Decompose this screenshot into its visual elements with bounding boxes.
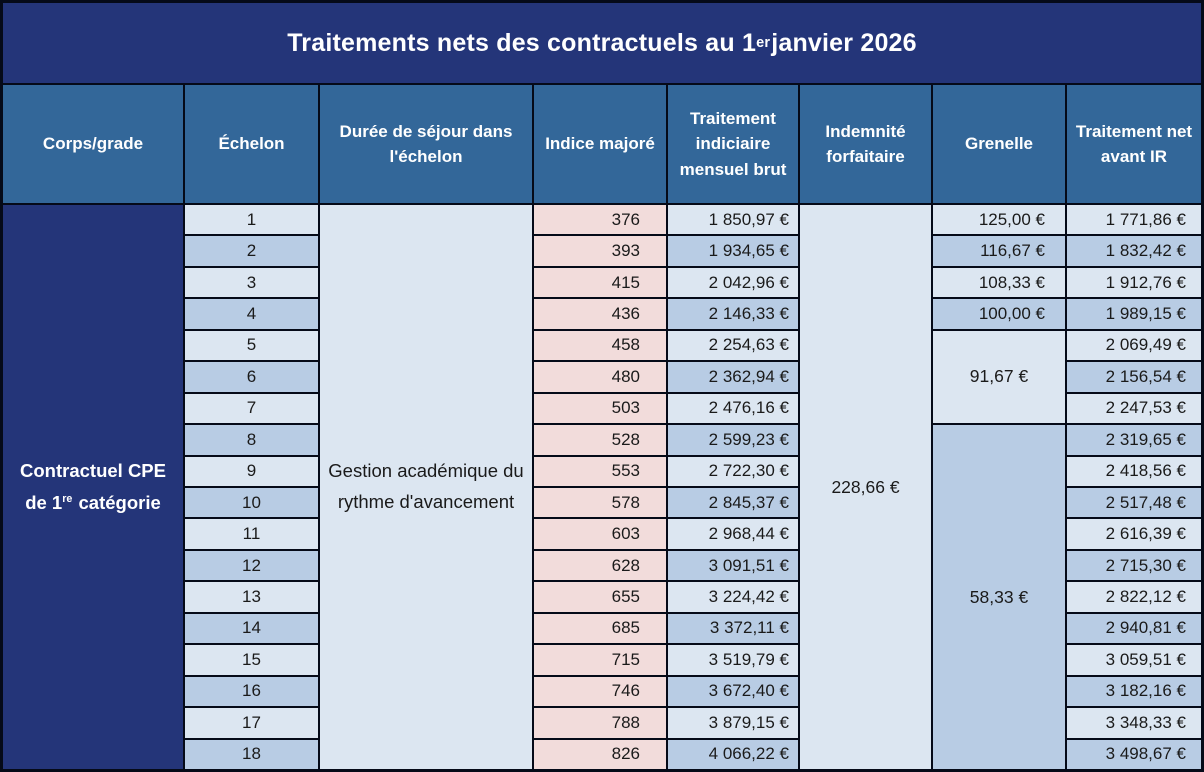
table-title-suffix: janvier 2026	[771, 28, 917, 57]
grenelle-cell: 108,33 €	[933, 267, 1065, 298]
brut-cell: 1 850,97 €	[668, 205, 798, 235]
table-title-text: Traitements nets des contractuels au 1	[287, 28, 757, 57]
brut-cell: 2 722,30 €	[668, 456, 798, 486]
echelon-cell: 9	[185, 456, 318, 486]
net-cell: 1 771,86 €	[1067, 205, 1201, 235]
brut-cell: 3 372,11 €	[668, 613, 798, 644]
grenelle-merged-echelons-5-7: 91,67 €	[933, 330, 1065, 424]
indice-cell: 746	[534, 676, 666, 707]
brut-cell: 4 066,22 €	[668, 739, 798, 769]
net-cell: 2 156,54 €	[1067, 362, 1201, 392]
indemnite-forfaitaire-cell: 228,66 €	[800, 205, 931, 769]
indice-cell: 826	[534, 739, 666, 769]
header-indemnite: Indemnité forfaitaire	[800, 85, 931, 203]
indice-cell: 628	[534, 550, 666, 581]
header-duree-sejour: Durée de séjour dans l'échelon	[320, 85, 532, 203]
indice-cell: 436	[534, 299, 666, 329]
indice-cell: 393	[534, 236, 666, 266]
brut-cell: 2 254,63 €	[668, 330, 798, 361]
net-cell: 2 940,81 €	[1067, 613, 1201, 644]
echelon-cell: 8	[185, 425, 318, 455]
echelon-cell: 7	[185, 393, 318, 424]
header-grenelle: Grenelle	[933, 85, 1065, 203]
header-indice-majore: Indice majoré	[534, 85, 666, 203]
table-title: Traitements nets des contractuels au 1 er…	[3, 3, 1201, 83]
indice-cell: 715	[534, 645, 666, 675]
net-cell: 2 069,49 €	[1067, 330, 1201, 361]
net-cell: 2 517,48 €	[1067, 488, 1201, 518]
echelon-cell: 16	[185, 676, 318, 707]
indice-cell: 578	[534, 488, 666, 518]
brut-cell: 2 476,16 €	[668, 393, 798, 424]
net-cell: 2 319,65 €	[1067, 425, 1201, 455]
echelon-cell: 6	[185, 362, 318, 392]
echelon-cell: 10	[185, 488, 318, 518]
brut-cell: 2 362,94 €	[668, 362, 798, 392]
brut-cell: 2 845,37 €	[668, 488, 798, 518]
brut-cell: 3 879,15 €	[668, 708, 798, 738]
duree-sejour-cell: Gestion académique du rythme d'avancemen…	[320, 205, 532, 769]
indice-cell: 503	[534, 393, 666, 424]
net-cell: 2 247,53 €	[1067, 393, 1201, 424]
indice-cell: 655	[534, 582, 666, 612]
echelon-cell: 17	[185, 708, 318, 738]
net-cell: 3 498,67 €	[1067, 739, 1201, 769]
echelon-cell: 18	[185, 739, 318, 769]
indice-cell: 685	[534, 613, 666, 644]
echelon-cell: 14	[185, 613, 318, 644]
indice-cell: 480	[534, 362, 666, 392]
indice-cell: 376	[534, 205, 666, 235]
grenelle-cell: 100,00 €	[933, 299, 1065, 329]
brut-cell: 2 042,96 €	[668, 267, 798, 298]
header-traitement-net: Traitement net avant IR	[1067, 85, 1201, 203]
brut-cell: 2 146,33 €	[668, 299, 798, 329]
echelon-cell: 13	[185, 582, 318, 612]
echelon-cell: 12	[185, 550, 318, 581]
brut-cell: 3 519,79 €	[668, 645, 798, 675]
indice-cell: 603	[534, 519, 666, 549]
grenelle-merged-echelons-8-18: 58,33 €	[933, 425, 1065, 769]
indice-cell: 788	[534, 708, 666, 738]
indice-cell: 553	[534, 456, 666, 486]
echelon-cell: 15	[185, 645, 318, 675]
corps-superscript: re	[62, 492, 73, 505]
net-cell: 1 989,15 €	[1067, 299, 1201, 329]
brut-cell: 2 968,44 €	[668, 519, 798, 549]
indice-cell: 528	[534, 425, 666, 455]
corps-line2: de 1re catégorie	[25, 492, 161, 513]
net-cell: 1 832,42 €	[1067, 236, 1201, 266]
header-traitement-brut: Traitement indiciaire mensuel brut	[668, 85, 798, 203]
echelon-cell: 11	[185, 519, 318, 549]
grenelle-cell: 125,00 €	[933, 205, 1065, 235]
brut-cell: 3 672,40 €	[668, 676, 798, 707]
net-cell: 3 059,51 €	[1067, 645, 1201, 675]
echelon-cell: 2	[185, 236, 318, 266]
net-cell: 2 822,12 €	[1067, 582, 1201, 612]
echelon-cell: 4	[185, 299, 318, 329]
indice-cell: 458	[534, 330, 666, 361]
brut-cell: 3 224,42 €	[668, 582, 798, 612]
net-cell: 2 616,39 €	[1067, 519, 1201, 549]
net-cell: 1 912,76 €	[1067, 267, 1201, 298]
net-cell: 2 418,56 €	[1067, 456, 1201, 486]
echelon-cell: 3	[185, 267, 318, 298]
header-echelon: Échelon	[185, 85, 318, 203]
net-cell: 2 715,30 €	[1067, 550, 1201, 581]
net-cell: 3 182,16 €	[1067, 676, 1201, 707]
brut-cell: 1 934,65 €	[668, 236, 798, 266]
grenelle-cell: 116,67 €	[933, 236, 1065, 266]
echelon-cell: 1	[185, 205, 318, 235]
brut-cell: 2 599,23 €	[668, 425, 798, 455]
corps-grade-cell: Contractuel CPE de 1re catégorie	[3, 205, 183, 769]
net-cell: 3 348,33 €	[1067, 708, 1201, 738]
header-corps-grade: Corps/grade	[3, 85, 183, 203]
corps-line1: Contractuel CPE	[20, 459, 166, 481]
indice-cell: 415	[534, 267, 666, 298]
brut-cell: 3 091,51 €	[668, 550, 798, 581]
echelon-cell: 5	[185, 330, 318, 361]
